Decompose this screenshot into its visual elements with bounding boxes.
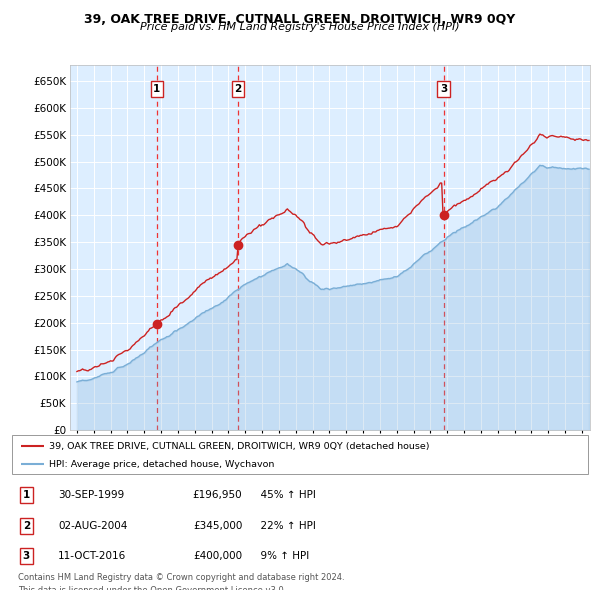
Text: 3: 3 <box>440 84 447 94</box>
Text: Price paid vs. HM Land Registry's House Price Index (HPI): Price paid vs. HM Land Registry's House … <box>140 22 460 32</box>
FancyBboxPatch shape <box>12 435 588 474</box>
Text: 1: 1 <box>23 490 30 500</box>
Text: 1: 1 <box>153 84 161 94</box>
Text: £196,950: £196,950 <box>193 490 242 500</box>
Text: This data is licensed under the Open Government Licence v3.0.: This data is licensed under the Open Gov… <box>18 586 286 590</box>
Text: Contains HM Land Registry data © Crown copyright and database right 2024.: Contains HM Land Registry data © Crown c… <box>18 573 344 582</box>
Text: 02-AUG-2004: 02-AUG-2004 <box>58 521 127 530</box>
Text: £345,000: £345,000 <box>193 521 242 530</box>
Text: 3: 3 <box>23 552 30 561</box>
Text: 45% ↑ HPI: 45% ↑ HPI <box>254 490 316 500</box>
Text: 2: 2 <box>235 84 242 94</box>
Text: 11-OCT-2016: 11-OCT-2016 <box>58 552 127 561</box>
Text: 22% ↑ HPI: 22% ↑ HPI <box>254 521 316 530</box>
Text: 9% ↑ HPI: 9% ↑ HPI <box>254 552 309 561</box>
Text: 2: 2 <box>23 521 30 530</box>
Text: 30-SEP-1999: 30-SEP-1999 <box>58 490 124 500</box>
Text: 39, OAK TREE DRIVE, CUTNALL GREEN, DROITWICH, WR9 0QY: 39, OAK TREE DRIVE, CUTNALL GREEN, DROIT… <box>85 13 515 26</box>
Text: HPI: Average price, detached house, Wychavon: HPI: Average price, detached house, Wych… <box>49 460 275 468</box>
Text: £400,000: £400,000 <box>193 552 242 561</box>
Text: 39, OAK TREE DRIVE, CUTNALL GREEN, DROITWICH, WR9 0QY (detached house): 39, OAK TREE DRIVE, CUTNALL GREEN, DROIT… <box>49 442 430 451</box>
